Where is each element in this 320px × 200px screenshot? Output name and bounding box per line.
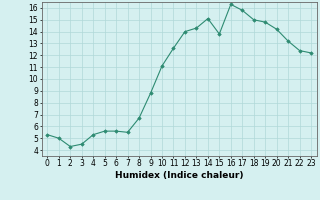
X-axis label: Humidex (Indice chaleur): Humidex (Indice chaleur) — [115, 171, 244, 180]
